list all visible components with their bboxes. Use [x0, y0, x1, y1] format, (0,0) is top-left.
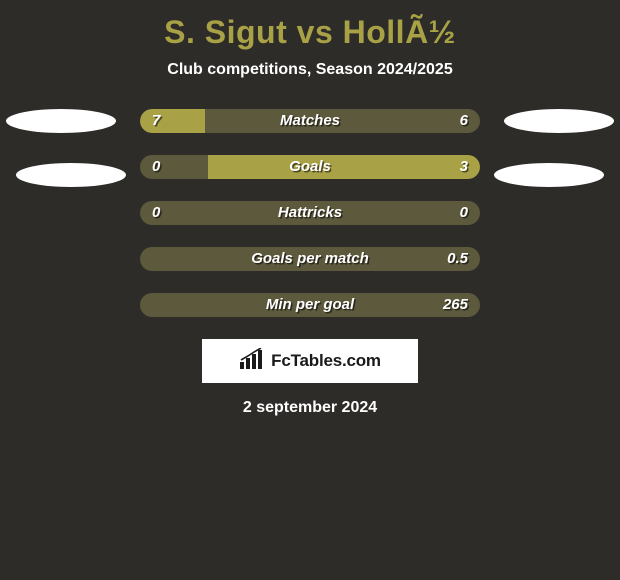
subtitle: Club competitions, Season 2024/2025	[0, 61, 620, 79]
stat-row: 03Goals	[140, 155, 480, 179]
stat-label: Goals	[140, 155, 480, 179]
player-left-badge-2	[16, 163, 126, 187]
page-title: S. Sigut vs HollÃ½	[0, 0, 620, 51]
stat-row: 76Matches	[140, 109, 480, 133]
stat-row: 00Hattricks	[140, 201, 480, 225]
stat-label: Min per goal	[140, 293, 480, 317]
stat-row: 265Min per goal	[140, 293, 480, 317]
date-label: 2 september 2024	[0, 399, 620, 417]
stat-rows: 76Matches 03Goals 00Hattricks 0.5Goals per …	[140, 109, 480, 317]
stat-row: 0.5Goals per match	[140, 247, 480, 271]
chart-icon	[239, 348, 267, 375]
brand-box: FcTables.com	[202, 339, 418, 383]
stat-label: Hattricks	[140, 201, 480, 225]
player-right-badge-2	[494, 163, 604, 187]
player-right-badge-1	[504, 109, 614, 133]
player-left-badge-1	[6, 109, 116, 133]
comparison-area: 76Matches 03Goals 00Hattricks 0.5Goals per …	[0, 109, 620, 417]
stat-label: Matches	[140, 109, 480, 133]
stat-label: Goals per match	[140, 247, 480, 271]
brand-text: FcTables.com	[271, 351, 381, 371]
